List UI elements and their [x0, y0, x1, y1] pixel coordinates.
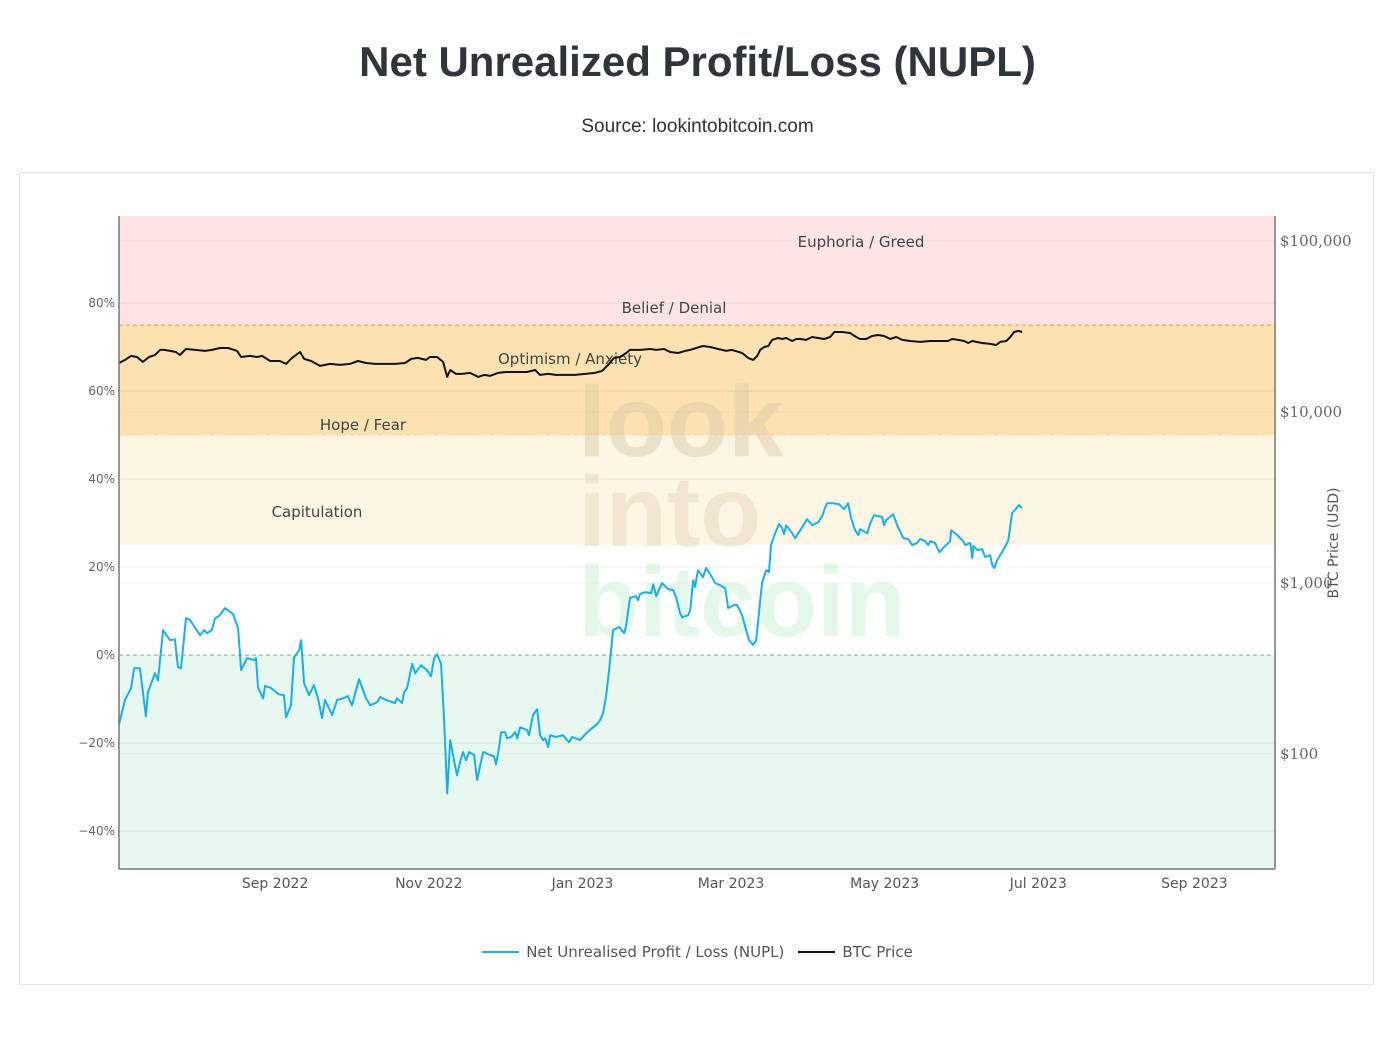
right-tick-label: $1,000 — [1280, 574, 1333, 592]
x-tick-label: May 2023 — [850, 876, 919, 892]
x-tick-label: Sep 2022 — [242, 876, 308, 892]
legend-swatch-nupl — [482, 951, 520, 953]
right-axis-title: BTC Price (USD) — [1326, 487, 1342, 598]
zone-band-3 — [119, 545, 1275, 656]
zone-label-optimism: Optimism / Anxiety — [498, 350, 642, 368]
left-tick-label: −40% — [78, 824, 115, 838]
left-tick-label: 0% — [96, 648, 115, 662]
left-tick-label: −20% — [78, 736, 115, 750]
x-tick-label: Jul 2023 — [1009, 876, 1067, 892]
nupl-line — [118, 502, 1023, 795]
gridlines — [119, 240, 1275, 832]
zone-band-2 — [119, 435, 1275, 546]
left-tick-label: 60% — [88, 384, 115, 398]
legend-label-btc: BTC Price — [842, 943, 913, 961]
zone-label-hope: Hope / Fear — [320, 416, 407, 434]
axes — [118, 216, 1276, 870]
watermark-look: look — [578, 366, 784, 478]
right-tick-label: $10,000 — [1280, 403, 1342, 421]
tick-labels: 80% 60% 40% 20% 0% −20% −40% $100,000 $10,000 $1,… — [78, 232, 1351, 892]
x-tick-label: Jan 2023 — [551, 876, 614, 892]
right-tick-label: $100,000 — [1280, 232, 1352, 250]
x-tick-label: Sep 2023 — [1161, 876, 1227, 892]
lookintobitcoin-watermark: look into bitcoin — [578, 366, 906, 658]
legend-item-nupl[interactable]: Net Unrealised Profit / Loss (NUPL) — [482, 943, 784, 961]
legend-item-btc-price[interactable]: BTC Price — [798, 943, 913, 961]
watermark-into: into — [578, 456, 761, 568]
chart-title: Net Unrealized Profit/Loss (NUPL) — [359, 38, 1036, 85]
legend-swatch-btc — [798, 951, 836, 953]
x-tick-label: Nov 2022 — [395, 876, 462, 892]
watermark-bitcoin: bitcoin — [578, 546, 906, 658]
chart-card — [19, 172, 1374, 985]
right-tick-label: $100 — [1280, 745, 1318, 763]
legend: Net Unrealised Profit / Loss (NUPL) BTC … — [0, 943, 1395, 961]
left-tick-label: 40% — [88, 472, 115, 486]
left-tick-label: 80% — [88, 296, 115, 310]
legend-label-nupl: Net Unrealised Profit / Loss (NUPL) — [526, 943, 785, 961]
series-lines — [118, 329, 1023, 795]
zone-labels: Euphoria / Greed Belief / Denial Optimis… — [272, 233, 925, 521]
zone-label-euphoria: Euphoria / Greed — [798, 233, 925, 251]
left-tick-label: 20% — [88, 560, 115, 574]
x-tick-label: Mar 2023 — [698, 876, 765, 892]
chart-subtitle: Source: lookintobitcoin.com — [581, 116, 814, 137]
zone-label-belief: Belief / Denial — [622, 299, 727, 317]
zone-band-0 — [119, 216, 1275, 326]
zone-label-capitulation: Capitulation — [272, 503, 363, 521]
zone-band-1 — [119, 325, 1275, 436]
btc-price-line — [118, 329, 1023, 378]
